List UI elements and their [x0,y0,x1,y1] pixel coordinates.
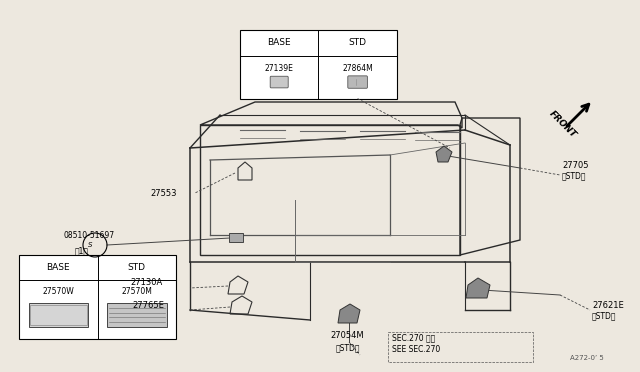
Text: 27864M: 27864M [342,64,373,73]
Text: 27705: 27705 [562,161,589,170]
Text: 27139E: 27139E [265,64,294,73]
Text: 27570W: 27570W [42,287,74,296]
FancyBboxPatch shape [270,76,288,88]
Text: 27054M: 27054M [330,331,364,340]
Text: SEC.270 参照: SEC.270 参照 [392,333,435,342]
Text: 27570M: 27570M [122,287,152,296]
Bar [107,303,166,327]
Bar [229,233,243,242]
Text: （STD）: （STD） [562,171,586,180]
Text: 27765E: 27765E [132,301,164,310]
Bar [388,332,533,362]
Text: 27621E: 27621E [592,301,624,310]
Text: 27553: 27553 [150,189,177,198]
Text: 27130A: 27130A [130,278,163,287]
Text: S: S [88,242,92,248]
Text: SEE SEC.270: SEE SEC.270 [392,345,440,354]
Polygon shape [436,146,452,162]
Text: BASE: BASE [47,263,70,272]
Text: STD: STD [128,263,146,272]
Polygon shape [466,278,490,298]
Text: （STD）: （STD） [336,343,360,352]
Text: （STD）: （STD） [592,311,616,320]
Text: A272-0’ 5: A272-0’ 5 [570,355,604,361]
FancyBboxPatch shape [348,76,367,88]
Bar [240,30,397,99]
Bar [19,255,176,339]
Text: FRONT: FRONT [547,109,577,140]
Text: 08510-51697: 08510-51697 [63,231,114,240]
Bar [29,303,88,327]
Text: STD: STD [349,38,367,47]
Text: （1）: （1） [75,246,89,255]
Text: BASE: BASE [268,38,291,47]
Polygon shape [338,304,360,323]
Bar [30,305,86,325]
